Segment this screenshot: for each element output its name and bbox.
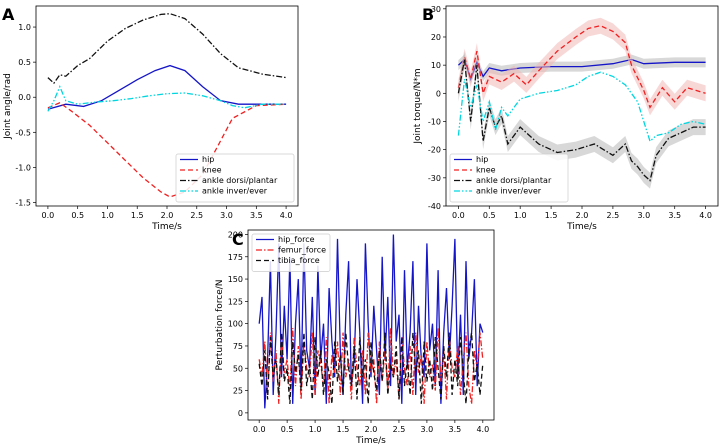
y-tick-label: 0 <box>238 409 243 418</box>
y-tick-label: 150 <box>228 275 243 284</box>
x-tick-label: 3.5 <box>250 211 263 220</box>
x-tick-label: 4.0 <box>476 425 489 434</box>
series-line-ankle-dorsi-plantar <box>457 59 706 182</box>
legend-box <box>449 153 569 203</box>
y-tick-label: 200 <box>228 230 243 239</box>
x-tick-label: 2.5 <box>190 211 203 220</box>
x-tick-label: 4.0 <box>280 211 293 220</box>
legend-label: ankle dorsi/plantar <box>476 176 552 185</box>
panel-label: B <box>422 5 434 24</box>
panel-a: A 0.0 0.5 1.0 1.5 2.0 2.5 3.0 3.5 4.0 -1.5 -1.0 -0.5… <box>2 5 299 232</box>
x-tick-label: 1.5 <box>337 425 350 434</box>
x-tick-label: 2.0 <box>365 425 378 434</box>
series-line-tibia-force <box>258 332 484 404</box>
y-tick-label: -10 <box>428 117 441 126</box>
x-tick-label: 2.5 <box>607 211 620 220</box>
x-tick-label: 1.5 <box>545 211 558 220</box>
y-tick-label: 75 <box>233 342 243 351</box>
x-tick-label: 1.0 <box>514 211 527 220</box>
y-tick-label: 10 <box>431 61 441 70</box>
x-tick-label: 0.5 <box>71 211 84 220</box>
y-tick-label: -1.5 <box>15 198 31 207</box>
x-tick-label: 0.0 <box>42 211 55 220</box>
x-axis-label: Time/s <box>355 436 386 444</box>
legend-label: knee <box>476 166 496 175</box>
series-group <box>47 13 287 198</box>
series-line-ankle-inver-ever <box>47 85 287 112</box>
x-tick-label: 2.5 <box>393 425 406 434</box>
series-group <box>457 17 706 189</box>
y-tick-label: 25 <box>233 387 243 396</box>
y-tick-label: 1.0 <box>18 23 31 32</box>
legend-label: hip <box>476 155 488 164</box>
x-tick-label: 0.0 <box>452 211 465 220</box>
x-tick-label: 4.0 <box>699 211 712 220</box>
y-tick-label: -20 <box>428 146 441 155</box>
x-tick-label: 2.0 <box>161 211 174 220</box>
y-tick-label: -0.5 <box>15 128 31 137</box>
y-tick-label: 0 <box>436 89 441 98</box>
x-tick-label: 1.0 <box>101 211 114 220</box>
y-tick-label: -30 <box>428 174 441 183</box>
panel-label: A <box>2 5 15 24</box>
x-tick-label: 0.5 <box>281 425 294 434</box>
y-axis-label: Joint torque/N*m <box>413 68 423 144</box>
series-line-ankle-inver-ever <box>457 71 706 143</box>
series-line-knee <box>457 25 706 109</box>
x-tick-label: 3.5 <box>668 211 681 220</box>
legend-label: ankle inver/ever <box>476 187 542 196</box>
legend-label: knee <box>202 166 222 175</box>
legend-box <box>175 153 295 203</box>
panel-c: C 0.0 0.5 1.0 1.5 2.0 2.5 3.0 3.5 4.0 0 25 50 75 100 12… <box>215 229 495 446</box>
x-axis-label: Time/s <box>566 222 597 232</box>
y-tick-label: 0.0 <box>18 93 31 102</box>
y-axis-label: Joint angle/rad <box>3 73 13 140</box>
series-line-ankle-dorsi-plantar <box>47 13 287 85</box>
y-tick-label: -1.0 <box>15 163 31 172</box>
series-line-knee <box>47 102 287 198</box>
panel-label: C <box>232 230 244 249</box>
y-tick-label: 175 <box>228 253 243 262</box>
y-tick-label: -40 <box>428 202 441 211</box>
legend-label: femur_force <box>278 246 326 255</box>
x-tick-label: 3.0 <box>220 211 233 220</box>
series-group <box>258 234 484 409</box>
legend-box <box>251 233 331 272</box>
x-tick-label: 3.0 <box>421 425 434 434</box>
legend-label: ankle inver/ever <box>202 187 268 196</box>
y-tick-label: 125 <box>228 297 243 306</box>
series-line-hip <box>47 64 287 110</box>
series-line-hip-force <box>258 234 484 409</box>
y-tick-label: 100 <box>228 320 243 329</box>
y-tick-label: 0.5 <box>18 58 31 67</box>
legend-label: ankle dorsi/plantar <box>202 176 278 185</box>
x-axis-label: Time/s <box>151 222 182 232</box>
legend-label: hip <box>202 155 214 164</box>
y-tick-label: 20 <box>431 33 441 42</box>
x-tick-label: 3.5 <box>448 425 461 434</box>
x-tick-label: 1.5 <box>131 211 144 220</box>
panel-b: B 0.0 0.5 1.0 1.5 2.0 2.5 3.0 3.5 4.0 -40 -30 -20 -10… <box>413 5 719 232</box>
x-tick-label: 0.0 <box>253 425 266 434</box>
x-tick-label: 0.5 <box>483 211 496 220</box>
legend-label: hip_force <box>278 235 315 244</box>
y-tick-label: 50 <box>233 364 243 373</box>
x-tick-label: 1.0 <box>309 425 322 434</box>
y-axis-label: Perturbation force/N <box>215 279 225 370</box>
confidence-band <box>458 54 706 85</box>
y-tick-label: 30 <box>431 5 441 14</box>
x-tick-label: 2.0 <box>576 211 589 220</box>
x-tick-label: 3.0 <box>637 211 650 220</box>
legend-label: tibia_force <box>278 256 320 265</box>
